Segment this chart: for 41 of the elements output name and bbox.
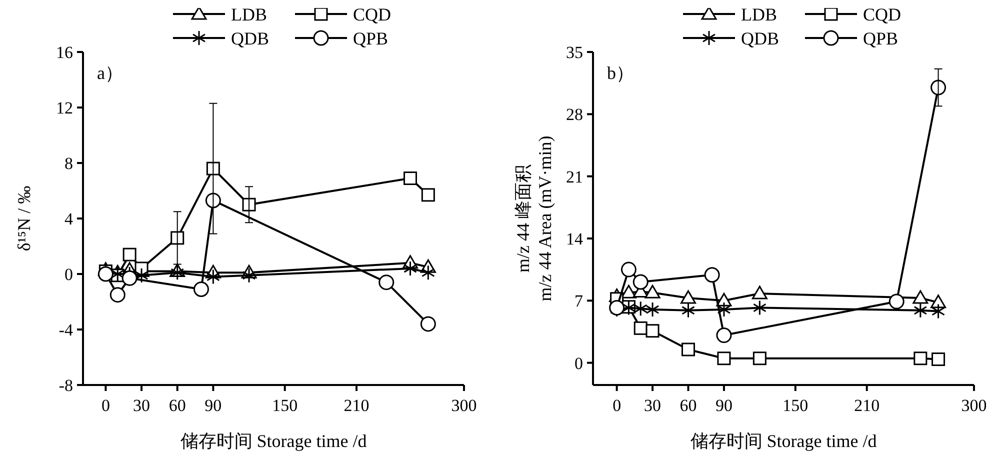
x-tick-label: 60 xyxy=(680,396,697,415)
legend-label: LDB xyxy=(231,4,267,24)
legend-label: LDB xyxy=(741,4,777,24)
y-tick-label: 14 xyxy=(566,229,584,248)
y-tick-label: 12 xyxy=(56,98,73,118)
x-tick-label: 300 xyxy=(451,396,477,415)
y-axis-title: m/z 44 峰面积 m/z 44 Area (mV·min) xyxy=(513,136,555,302)
x-axis-title: 储存时间 Storage time /d xyxy=(180,431,367,451)
x-tick-label: 90 xyxy=(715,396,732,415)
x-tick-label: 150 xyxy=(272,396,298,415)
y-axis-title: δ¹⁵N / ‰ xyxy=(14,186,34,252)
x-tick-label: 60 xyxy=(168,396,186,415)
legend-label: QDB xyxy=(231,28,270,48)
y-tick-label: 21 xyxy=(566,167,583,186)
annotation: b） xyxy=(607,63,634,83)
x-tick-label: 300 xyxy=(961,396,987,415)
x-tick-label: 30 xyxy=(133,396,150,415)
x-tick-label: 0 xyxy=(612,396,622,415)
x-tick-label: 210 xyxy=(344,396,370,415)
y-tick-label: 8 xyxy=(64,154,73,173)
y-tick-label: 4 xyxy=(64,209,74,228)
x-axis-title: 储存时间 Storage time /d xyxy=(690,431,877,451)
y-tick-label: 0 xyxy=(574,354,583,373)
annotation: a） xyxy=(97,63,123,83)
legend-label: CQD xyxy=(863,4,902,24)
y-tick-label: 16 xyxy=(56,42,73,62)
x-tick-label: 30 xyxy=(644,396,662,415)
y-tick-label: 28 xyxy=(566,105,583,124)
x-tick-label: 0 xyxy=(101,396,110,415)
legend-label: QPB xyxy=(863,28,898,48)
y-tick-label: 35 xyxy=(566,42,583,62)
legend-label: QPB xyxy=(353,28,388,48)
x-tick-label: 210 xyxy=(854,396,880,415)
y-tick-label: 0 xyxy=(64,264,73,284)
y-tick-label: 7 xyxy=(574,292,584,311)
legend-label: CQD xyxy=(353,4,392,24)
y-tick-label: -8 xyxy=(58,376,73,395)
x-tick-label: 90 xyxy=(204,396,222,415)
x-tick-label: 150 xyxy=(782,396,808,415)
legend-label: QDB xyxy=(741,28,780,48)
y-tick-label: -4 xyxy=(58,320,74,340)
